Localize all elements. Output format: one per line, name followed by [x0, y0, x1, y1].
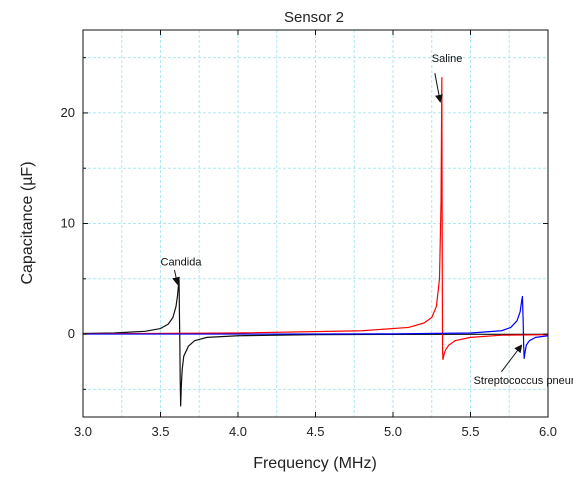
annotation-label: Candida: [161, 257, 203, 269]
annotation-arrow: [434, 73, 443, 103]
series-layer: [82, 76, 549, 407]
y-axis-label: Capacitance (µF): [19, 161, 36, 284]
x-tick-label: 3.5: [151, 424, 169, 439]
annotation-arrow: [172, 269, 180, 286]
annotation-label: Streptococcus pneumoniae: [474, 375, 573, 387]
x-tick-label: 4.5: [306, 424, 324, 439]
y-tick-label: 0: [68, 326, 75, 341]
x-tick-label: 5.0: [384, 424, 402, 439]
grid: [83, 30, 548, 417]
series-line-1: [82, 279, 548, 407]
y-tick-label: 20: [61, 105, 75, 120]
series-line-3: [83, 295, 549, 359]
annotations: Candida Saline Streptococcus pneumoniae: [161, 53, 573, 387]
x-tick-label: 3.0: [74, 424, 92, 439]
y-tick-label: 10: [61, 216, 75, 231]
series-line-2: [82, 76, 549, 361]
x-tick-label: 4.0: [229, 424, 247, 439]
x-axis-label: Frequency (MHz): [253, 455, 377, 472]
x-tick-label: 5.5: [461, 424, 479, 439]
chart-title: Sensor 2: [284, 9, 344, 26]
annotation-label: Saline: [432, 53, 463, 65]
annotation-arrow: [501, 344, 523, 372]
x-tick-label: 6.0: [539, 424, 557, 439]
ticks: 3.0 3.5 4.0 4.5 5.0 5.5 6.0 0 10 20: [61, 30, 557, 439]
